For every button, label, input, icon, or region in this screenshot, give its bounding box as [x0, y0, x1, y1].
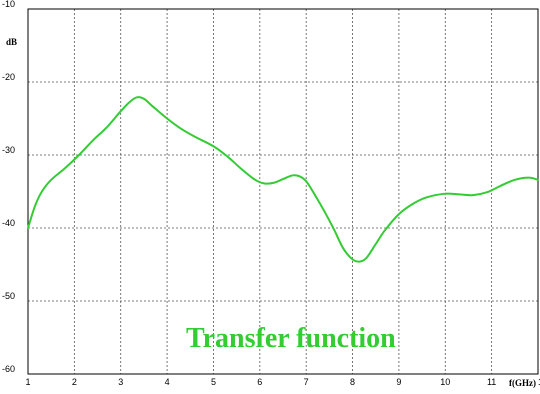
x-tick-label: 10: [440, 377, 450, 387]
y-axis-label: dB: [6, 37, 17, 47]
x-tick-label: 7: [304, 377, 309, 387]
x-tick-label: 5: [211, 377, 216, 387]
x-axis-label: f(GHz): [509, 378, 536, 388]
x-tick-label: 11: [487, 377, 496, 387]
x-tick-label: 8: [350, 377, 355, 387]
y-tick-label: -20: [2, 72, 15, 82]
y-tick-label: -10: [2, 0, 15, 9]
y-tick-label: -60: [2, 364, 15, 374]
tick-label-layer: -10-20-30-40-50-60123456789101112: [2, 0, 540, 387]
x-tick-label: 1: [25, 377, 30, 387]
transfer-function-annotation: Transfer function: [186, 323, 396, 354]
x-tick-label: 3: [118, 377, 123, 387]
y-tick-label: -30: [2, 145, 15, 155]
series-layer: [27, 96, 539, 263]
grid-layer: [28, 9, 538, 374]
x-tick-label: 4: [165, 377, 170, 387]
x-tick-label: 2: [72, 377, 77, 387]
y-tick-label: -40: [2, 218, 15, 228]
plot-frame: [27, 8, 539, 375]
y-tick-label: -50: [2, 291, 15, 301]
x-tick-label: 12: [538, 377, 540, 387]
x-tick-label: 6: [257, 377, 262, 387]
transfer-function-line: [27, 96, 539, 263]
x-tick-label: 9: [396, 377, 401, 387]
